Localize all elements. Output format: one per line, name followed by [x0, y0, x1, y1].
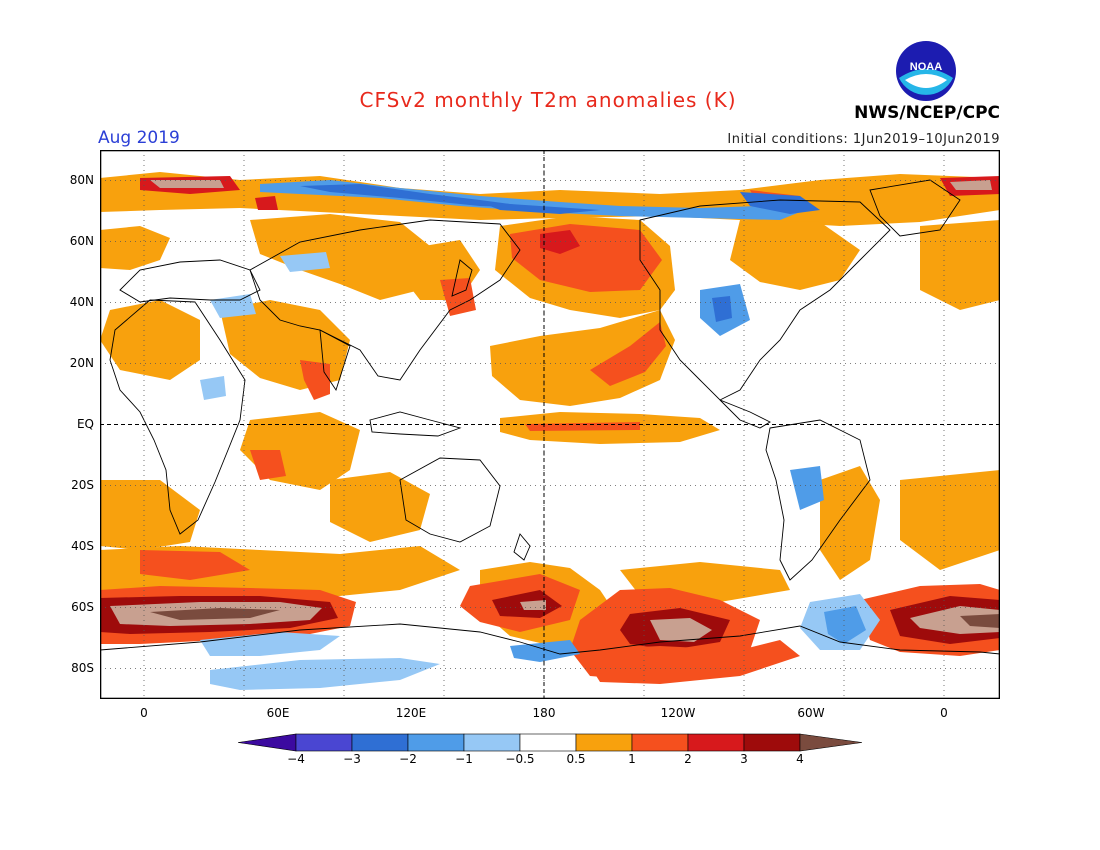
organization-label: NWS/NCEP/CPC — [854, 103, 1000, 123]
colorbar-segment-05-1 — [575, 733, 633, 752]
colorbar-segment-neg4-neg3 — [295, 733, 353, 752]
lon-label-0: 0 — [140, 706, 148, 720]
lon-label-180: 180 — [532, 706, 556, 720]
colorbar-label-1: 1 — [628, 752, 636, 766]
colorbar-label-05: 0.5 — [566, 752, 586, 766]
noaa-logo-text: NOAA — [910, 61, 942, 73]
initial-conditions: Initial conditions: 1Jun2019–10Jun2019 — [727, 132, 1000, 147]
colorbar-label-2: 2 — [684, 752, 692, 766]
anomaly-map — [100, 150, 1000, 699]
noaa-logo: NOAA — [896, 41, 956, 101]
colorbar-label-neg2: −2 — [399, 752, 417, 766]
colorbar-label-neg4: −4 — [287, 752, 305, 766]
lon-label-0-east: 0 — [940, 706, 948, 720]
colorbar-label-3: 3 — [740, 752, 748, 766]
colorbar-segment-lt-neg4 — [238, 733, 297, 752]
lat-label-20n: 20N — [69, 356, 94, 370]
colorbar-label-4: 4 — [796, 752, 804, 766]
lon-label-60e: 60E — [266, 706, 290, 720]
lat-label-60s: 60S — [71, 600, 94, 614]
lat-label-40n: 40N — [69, 295, 94, 309]
lat-lon-grid — [100, 150, 1000, 699]
lon-label-120w: 120W — [660, 706, 696, 720]
coastlines — [100, 179, 1000, 655]
colorbar-label-neg05: −0.5 — [505, 752, 535, 766]
lat-label-20s: 20S — [71, 478, 94, 492]
lon-label-60w: 60W — [797, 706, 825, 720]
lat-label-eq: EQ — [76, 417, 94, 431]
colorbar-label-neg3: −3 — [343, 752, 361, 766]
colorbar-segment-neg2-neg1 — [407, 733, 465, 752]
colorbar-segment-1-2 — [631, 733, 689, 752]
colorbar-segment-neg1-neg05 — [463, 733, 521, 752]
lat-label-60n: 60N — [69, 234, 94, 248]
colorbar-segment-3-4 — [743, 733, 801, 752]
lat-label-40s: 40S — [71, 539, 94, 553]
lon-label-120e: 120E — [395, 706, 427, 720]
map-title: CFSv2 monthly T2m anomalies (K) — [359, 88, 737, 112]
forecast-month: Aug 2019 — [98, 128, 180, 148]
colorbar-segment-gt-4 — [799, 733, 862, 752]
colorbar-label-neg1: −1 — [455, 752, 473, 766]
equator-dateline — [100, 150, 1000, 699]
colorbar — [238, 733, 862, 752]
lat-label-80s: 80S — [71, 661, 94, 675]
colorbar-segment-2-3 — [687, 733, 745, 752]
colorbar-segment-neutral — [519, 733, 577, 752]
colorbar-segment-neg3-neg2 — [351, 733, 409, 752]
lat-label-80n: 80N — [69, 173, 94, 187]
